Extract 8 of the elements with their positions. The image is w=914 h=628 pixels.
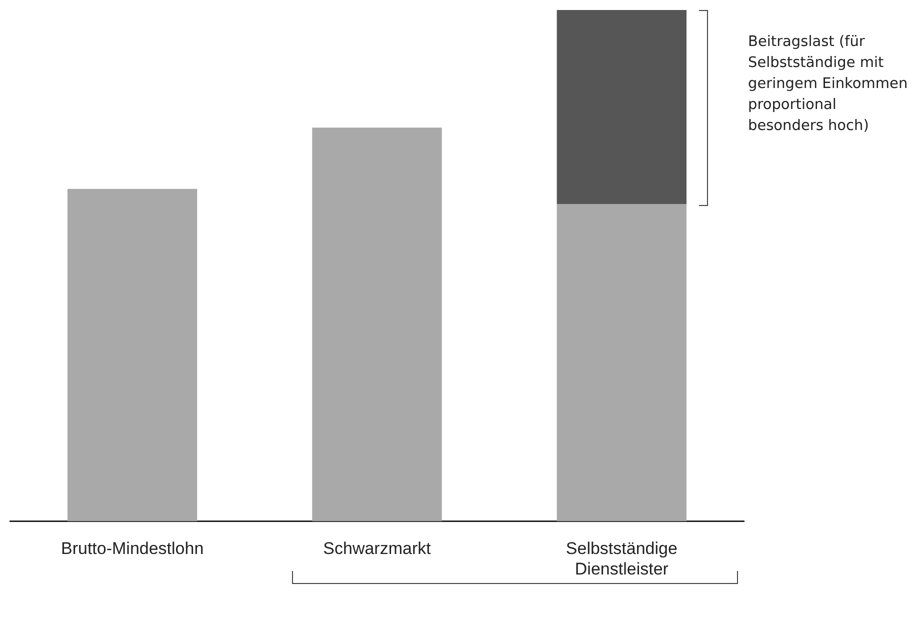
text: Beitragslast (für Selbstständige mit geringem Einkommen proportional besonders hoch)	[748, 33, 909, 136]
bar	[67, 188, 198, 522]
x-tick-label: Selbstständige Dienstleister	[566, 539, 678, 578]
x-tick-label: Brutto-Mindestlohn	[60, 539, 204, 558]
bar	[312, 128, 442, 522]
x-tick-label: Schwarzmarkt	[323, 539, 432, 558]
bar	[556, 204, 687, 522]
bar	[556, 10, 687, 204]
